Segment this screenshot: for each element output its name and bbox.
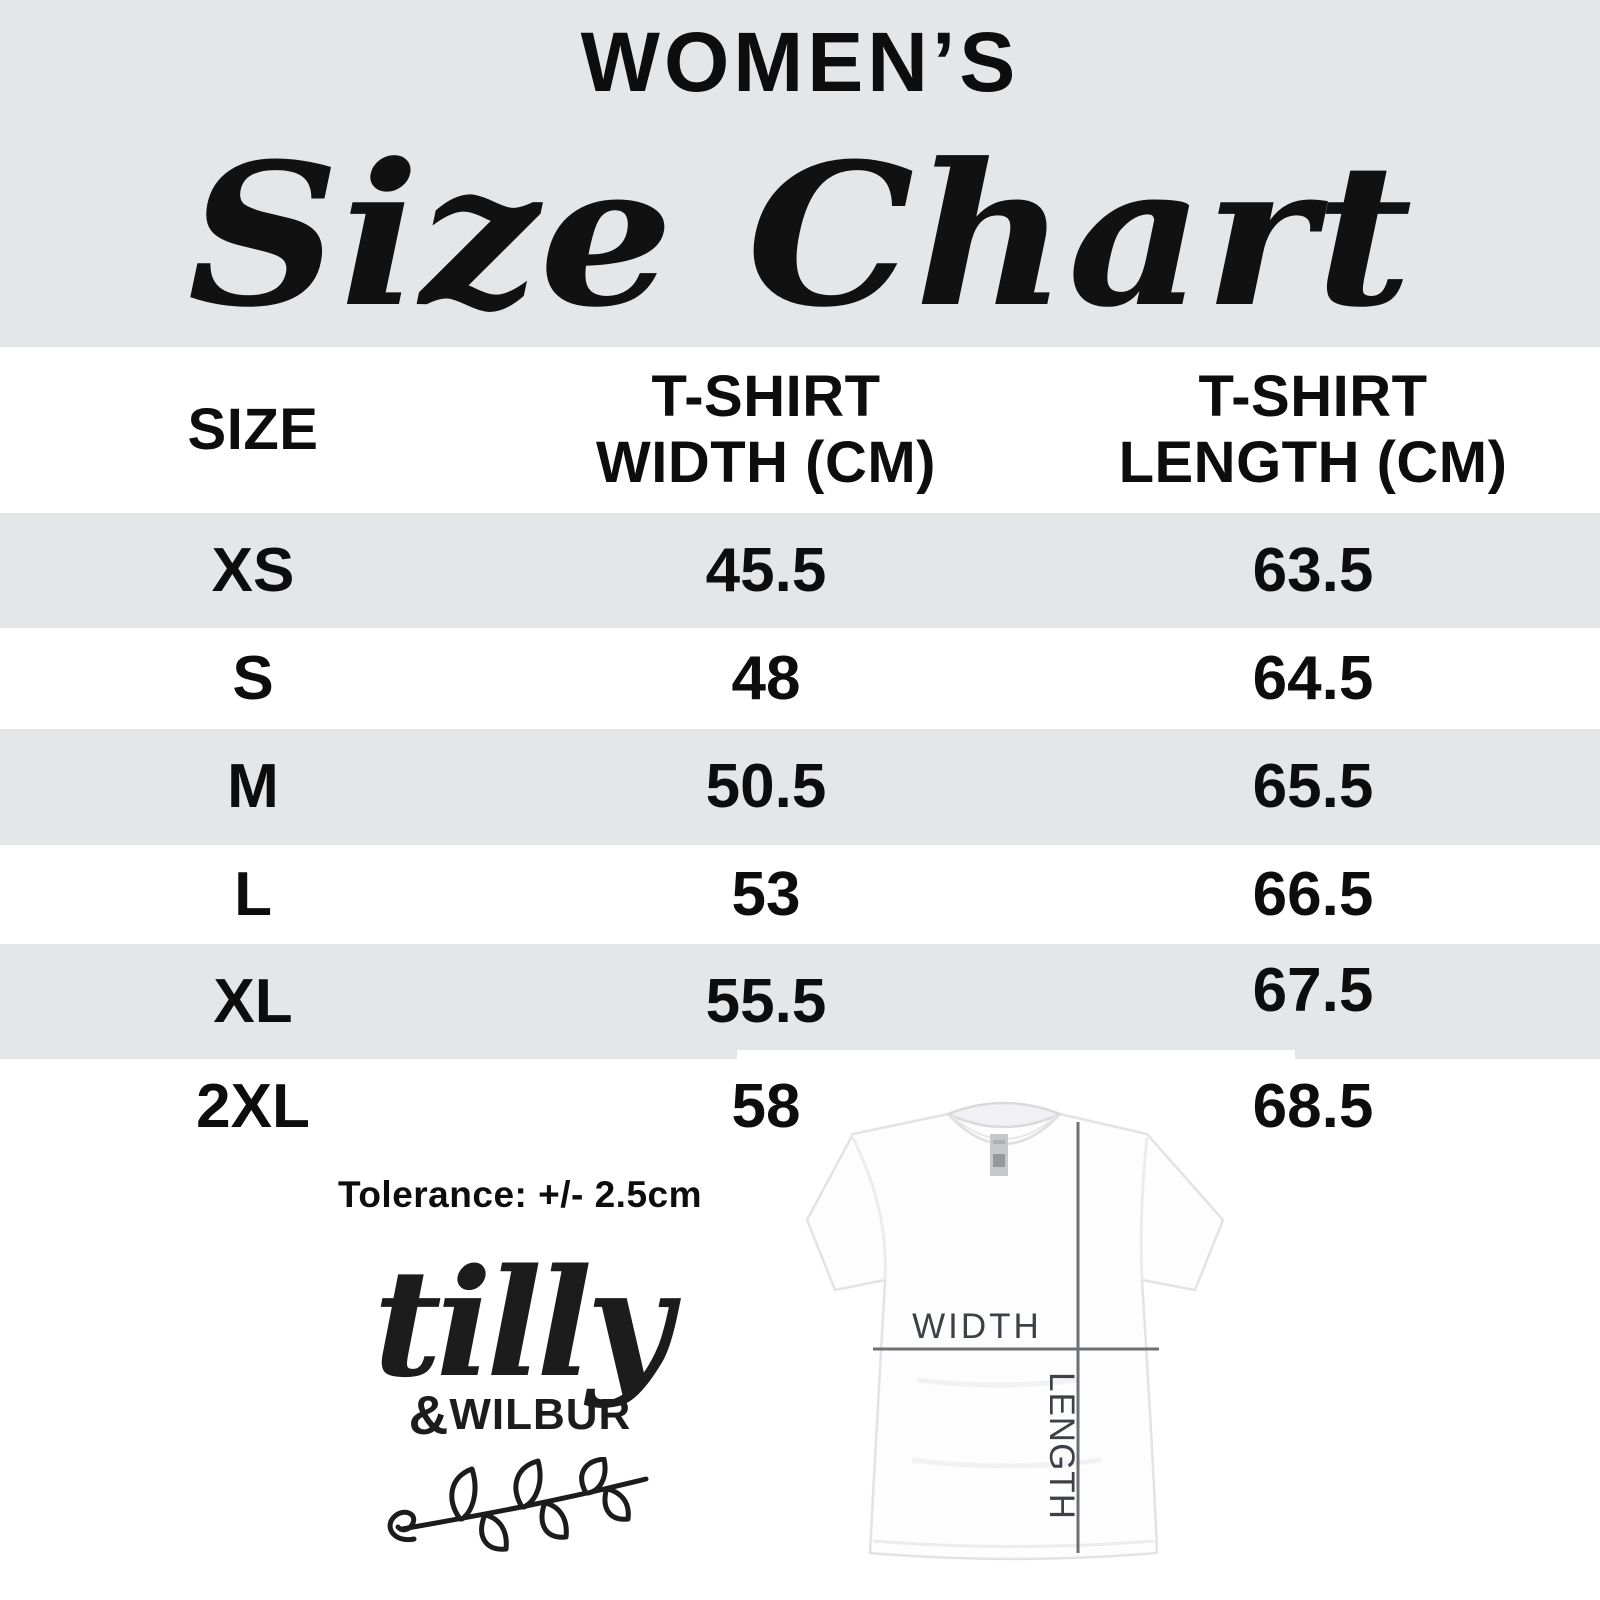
length-cell: 68.5 (1252, 1072, 1374, 1141)
table-row-2xl: 2XL 58 68.5 (0, 1059, 1600, 1171)
header-kicker: WOMEN’S (580, 15, 1020, 109)
branch-leaves (449, 1457, 631, 1552)
length-cell: 66.5 (1252, 859, 1374, 929)
size-chart-title: Size Chart (188, 121, 1413, 347)
column-header-width: T-SHIRT WIDTH (CM) (595, 363, 936, 495)
width-cell: 50.5 (705, 752, 827, 821)
header-band: WOMEN’S Size Chart (0, 0, 1600, 347)
logo-ampersand: & (408, 1384, 450, 1446)
right-armhole-seam (1139, 1137, 1149, 1281)
size-chart-title-text: Size Chart (188, 121, 1413, 347)
size-table: XS 45.5 63.5 S 48 64.5 M 50.5 65.5 L 53 … (0, 513, 1600, 1171)
left-armhole-seam (851, 1137, 887, 1281)
width-cell: 48 (731, 643, 801, 713)
logo-caps-text: &WILBUR (355, 1388, 685, 1443)
length-cell: 67.5 (1252, 955, 1374, 1025)
table-row-s: S 48 64.5 (0, 628, 1600, 729)
table-row-xs: XS 45.5 63.5 (0, 513, 1600, 628)
width-cell: 45.5 (705, 535, 827, 605)
length-cell: 63.5 (1252, 535, 1374, 605)
length-cell: 65.5 (1252, 752, 1374, 821)
size-cell: 2XL (196, 1072, 310, 1141)
logo-script-text: tilly (373, 1236, 672, 1410)
brand-logo: tilly &WILBUR (355, 1248, 685, 1557)
table-row-l: L 53 66.5 (0, 845, 1600, 944)
size-cell: XS (211, 535, 295, 605)
length-cell: 64.5 (1252, 643, 1374, 713)
wrinkle-line (916, 1377, 1078, 1388)
width-cell: 53 (731, 859, 801, 929)
logo-name: WILBUR (449, 1390, 632, 1439)
tshirt-diagram: WIDTH LENGTH (737, 1050, 1295, 1600)
length-label: LENGTH (1042, 1372, 1081, 1520)
size-cell: L (234, 859, 272, 929)
size-cell: XL (213, 966, 293, 1036)
table-row-m: M 50.5 65.5 (0, 729, 1600, 845)
width-cell: 55.5 (705, 966, 827, 1036)
size-cell: M (227, 752, 279, 821)
column-header-size: SIZE (187, 396, 319, 462)
tolerance-note: Tolerance: +/- 2.5cm (337, 1174, 703, 1215)
table-header-row: SIZE T-SHIRT WIDTH (CM) T-SHIRT LENGTH (… (0, 347, 1600, 513)
size-cell: S (232, 643, 274, 713)
width-cell: 58 (731, 1072, 801, 1141)
neck-tag-icon (990, 1134, 1008, 1176)
tshirt-illustration: WIDTH LENGTH (805, 1101, 1225, 1561)
laurel-branch-icon (387, 1457, 649, 1552)
hem-seam (872, 1539, 1155, 1548)
width-label: WIDTH (912, 1307, 1042, 1346)
column-header-length: T-SHIRT LENGTH (CM) (1118, 363, 1508, 495)
table-row-xl: XL 55.5 67.5 (0, 944, 1600, 1059)
